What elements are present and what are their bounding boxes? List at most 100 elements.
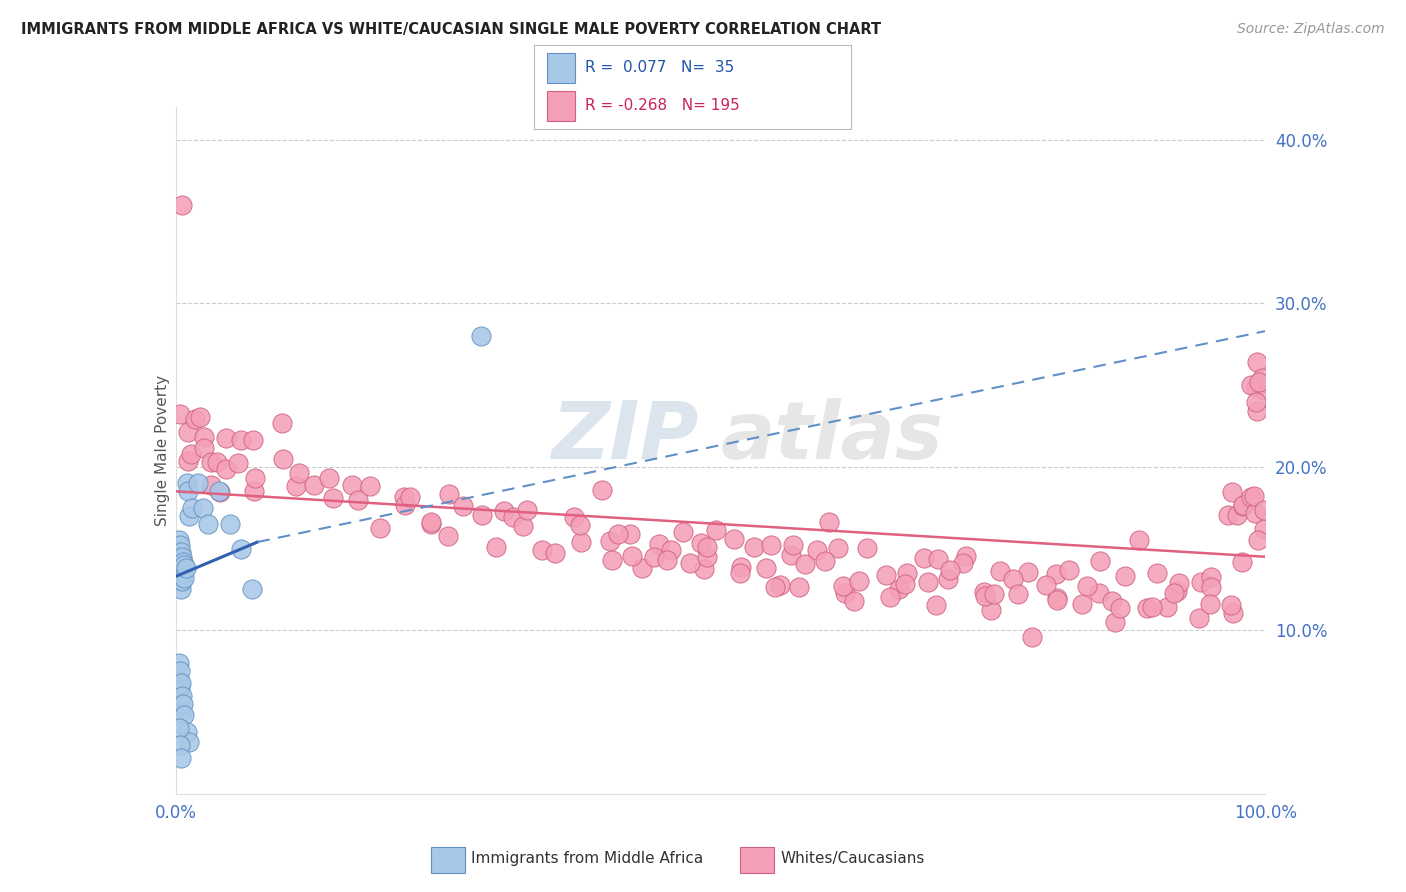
Point bbox=[322, 491, 344, 506]
Point bbox=[782, 538, 804, 552]
Point bbox=[827, 541, 849, 556]
Point bbox=[226, 456, 249, 470]
Point bbox=[359, 479, 381, 493]
Text: atlas: atlas bbox=[721, 398, 943, 475]
Point bbox=[879, 590, 901, 604]
Point bbox=[974, 589, 997, 603]
Point bbox=[1021, 630, 1043, 644]
Point bbox=[1189, 575, 1212, 590]
Point bbox=[875, 567, 897, 582]
Point bbox=[980, 603, 1002, 617]
Point bbox=[621, 549, 644, 563]
Point bbox=[287, 466, 309, 480]
Point bbox=[170, 545, 193, 559]
Point bbox=[1057, 563, 1080, 577]
Point bbox=[231, 541, 253, 556]
Point bbox=[780, 548, 803, 562]
Point bbox=[193, 430, 215, 444]
Point bbox=[318, 471, 340, 485]
Point bbox=[787, 580, 810, 594]
Point bbox=[655, 553, 678, 567]
Point bbox=[543, 546, 565, 560]
Point bbox=[176, 454, 198, 468]
Bar bbox=[547, 54, 575, 83]
Point bbox=[569, 518, 592, 533]
Point bbox=[1146, 566, 1168, 580]
Point bbox=[304, 478, 326, 492]
Point bbox=[1114, 569, 1136, 583]
Point bbox=[1199, 570, 1222, 584]
Point bbox=[1076, 579, 1098, 593]
Point bbox=[647, 537, 669, 551]
Point bbox=[1128, 533, 1150, 548]
Point bbox=[512, 519, 534, 533]
Point bbox=[659, 542, 682, 557]
Point bbox=[180, 447, 202, 461]
Point bbox=[1007, 587, 1029, 601]
Point bbox=[723, 532, 745, 546]
Point bbox=[531, 543, 554, 558]
Point bbox=[973, 585, 995, 599]
Point bbox=[219, 516, 242, 531]
Point bbox=[176, 476, 198, 491]
Point bbox=[184, 412, 207, 426]
Point bbox=[172, 697, 194, 711]
Point bbox=[173, 558, 195, 572]
Point bbox=[273, 451, 295, 466]
Text: IMMIGRANTS FROM MIDDLE AFRICA VS WHITE/CAUCASIAN SINGLE MALE POVERTY CORRELATION: IMMIGRANTS FROM MIDDLE AFRICA VS WHITE/C… bbox=[21, 22, 882, 37]
Point bbox=[1088, 554, 1111, 568]
Point bbox=[169, 664, 191, 679]
Point bbox=[170, 571, 193, 585]
Point bbox=[1220, 599, 1243, 613]
Point bbox=[167, 656, 190, 670]
Point bbox=[516, 503, 538, 517]
Point bbox=[170, 675, 193, 690]
Point bbox=[817, 515, 839, 529]
Point bbox=[270, 416, 292, 430]
Point bbox=[170, 558, 193, 572]
Text: Source: ZipAtlas.com: Source: ZipAtlas.com bbox=[1237, 22, 1385, 37]
Point bbox=[368, 520, 391, 534]
Point bbox=[167, 722, 190, 736]
Point bbox=[215, 462, 238, 476]
Point bbox=[186, 476, 209, 491]
Point bbox=[1243, 489, 1265, 503]
Point bbox=[170, 582, 193, 597]
Point bbox=[169, 538, 191, 552]
Point bbox=[1244, 395, 1267, 409]
Point bbox=[451, 499, 474, 513]
Point bbox=[1071, 597, 1094, 611]
Point bbox=[755, 561, 778, 575]
Point bbox=[169, 681, 191, 695]
Point bbox=[1046, 591, 1069, 605]
Y-axis label: Single Male Poverty: Single Male Poverty bbox=[155, 375, 170, 526]
Point bbox=[569, 534, 592, 549]
Point bbox=[471, 508, 494, 522]
Point bbox=[1240, 490, 1263, 504]
Point bbox=[1220, 485, 1243, 500]
Point bbox=[1109, 601, 1132, 615]
Point bbox=[197, 516, 219, 531]
Point bbox=[1240, 378, 1263, 392]
Point bbox=[690, 536, 713, 550]
Point bbox=[1087, 586, 1109, 600]
Point bbox=[245, 471, 267, 485]
Text: ZIP: ZIP bbox=[551, 398, 699, 475]
Point bbox=[630, 560, 652, 574]
Point bbox=[1188, 610, 1211, 624]
Point bbox=[1101, 594, 1123, 608]
Point bbox=[169, 561, 191, 575]
Point bbox=[896, 566, 918, 580]
Point bbox=[990, 564, 1012, 578]
Point bbox=[1046, 593, 1069, 607]
Point bbox=[172, 549, 194, 564]
Point bbox=[759, 538, 782, 552]
Point bbox=[696, 550, 718, 565]
Point bbox=[470, 329, 492, 343]
Point bbox=[177, 508, 200, 523]
Point bbox=[1166, 584, 1188, 599]
Point bbox=[419, 515, 441, 529]
Point bbox=[742, 540, 765, 554]
Point bbox=[1167, 575, 1189, 590]
Text: R = -0.268   N= 195: R = -0.268 N= 195 bbox=[585, 98, 740, 113]
